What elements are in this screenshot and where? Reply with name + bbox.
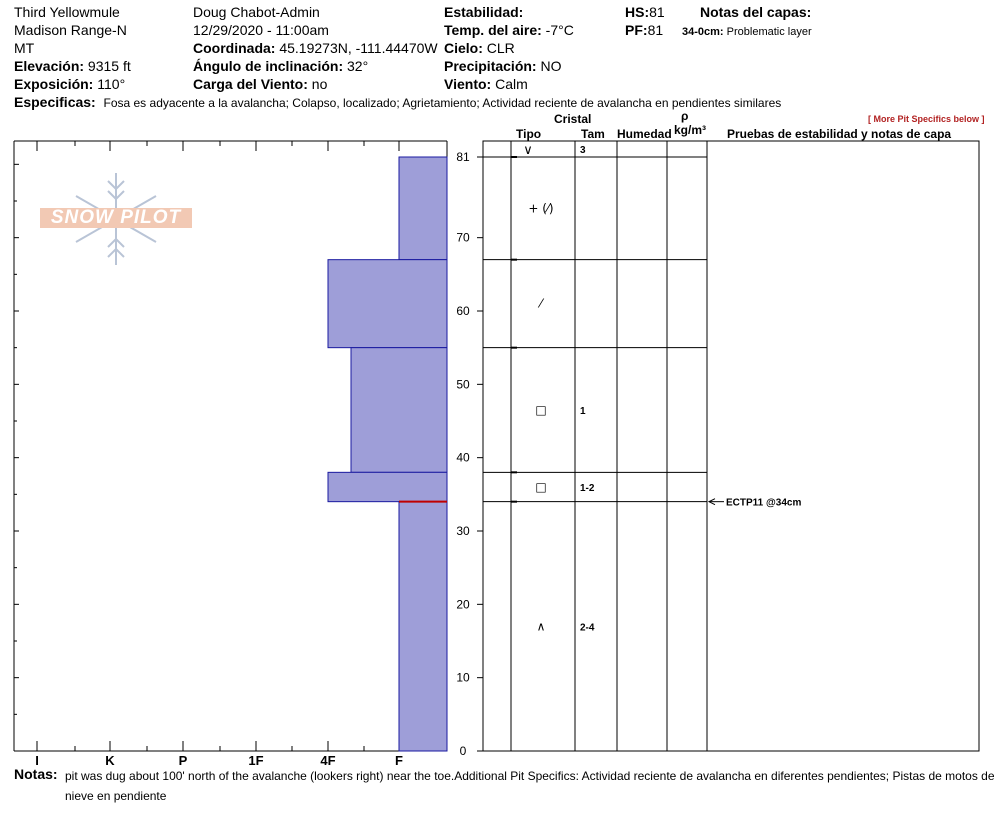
surface-grain-type: ∨: [523, 143, 533, 158]
depth-tick-label: 30: [456, 524, 470, 538]
layer-note-text: Problematic layer: [726, 26, 812, 38]
layer-grain-type: □: [535, 403, 546, 417]
stability-test-label: ECTP11 @34cm: [726, 498, 801, 509]
aspect-label: Exposición:: [14, 76, 94, 92]
hardness-layer-bar: [327, 471, 448, 503]
layer-grain-size: 2-4: [580, 622, 595, 633]
depth-tick-label: 0: [460, 744, 467, 758]
incline-value: 32°: [347, 58, 369, 74]
aspect-row: Exposición: 110°: [14, 76, 125, 92]
coord-label: Coordinada:: [193, 40, 276, 56]
layer-table-frame: [482, 140, 980, 752]
hardness-tick-label: I: [35, 753, 39, 768]
snowpilot-logo: SNOW PILOT: [36, 170, 196, 268]
hs-label: HS:: [625, 4, 650, 20]
precip-value: NO: [540, 58, 562, 74]
precip-label: Precipitación:: [444, 58, 537, 74]
logo-text: SNOW PILOT: [40, 208, 192, 228]
elevation-label: Elevación:: [14, 58, 85, 74]
airtemp-label: Temp. del aire:: [444, 22, 542, 38]
depth-tick-label: 60: [456, 304, 470, 318]
notes-text: pit was dug about 100' north of the aval…: [65, 769, 994, 803]
col-rho: ρ: [681, 109, 689, 123]
pf-row: PF:81: [625, 22, 663, 38]
layer-grain-type: + (⁄): [528, 201, 553, 215]
precip-row: Precipitación: NO: [444, 58, 561, 74]
notes-label: Notas:: [14, 766, 58, 782]
hs-value: 81: [649, 4, 665, 20]
hs-row: HS:81: [625, 4, 665, 20]
incline-row: Ángulo de inclinación: 32°: [193, 58, 368, 74]
hardness-layer-bar: [327, 259, 448, 349]
hardness-layer-bar: [398, 156, 448, 261]
col-humedad: Humedad: [617, 127, 672, 141]
aspect-value: 110°: [97, 76, 126, 92]
airtemp-row: Temp. del aire: -7°C: [444, 22, 574, 38]
layer-grain-type: ⁄: [537, 297, 545, 311]
specifics-value: Fosa es adyacente a la avalancha; Colaps…: [103, 96, 782, 110]
incline-label: Ángulo de inclinación:: [193, 58, 344, 74]
coord-value: 45.19273N, -111.44470W: [279, 40, 438, 56]
pf-label: PF:: [625, 22, 648, 38]
layer-grain-type: □: [535, 480, 546, 494]
windload-row: Carga del Viento: no: [193, 76, 327, 92]
windload-label: Carga del Viento:: [193, 76, 308, 92]
state-name: MT: [14, 40, 35, 56]
stability-label: Estabilidad:: [444, 4, 524, 20]
hardness-tick-label: P: [179, 753, 188, 768]
hardness-tick-label: 1F: [248, 753, 263, 768]
location-name: Third Yellowmule: [14, 4, 120, 20]
hardness-tick-label: F: [395, 753, 403, 768]
col-tam: Tam: [581, 127, 605, 141]
coordinate-row: Coordinada: 45.19273N, -111.44470W: [193, 40, 438, 56]
specifics-label: Especificas:: [14, 94, 96, 110]
pf-value: 81: [647, 22, 664, 38]
specifics-row: Especificas: Fosa es adyacente a la aval…: [14, 94, 781, 111]
hardness-tick-label: K: [105, 753, 115, 768]
elevation-value: 9315 ft: [87, 58, 131, 74]
windload-value: no: [311, 76, 328, 92]
datetime: 12/29/2020 - 11:00am: [193, 22, 329, 38]
more-specifics-link[interactable]: [ More Pit Specifics below ]: [868, 114, 985, 124]
hardness-layer-bar: [398, 501, 448, 752]
sky-label: Cielo:: [444, 40, 483, 56]
col-cristal: Cristal: [554, 112, 592, 126]
depth-tick-label: 10: [456, 671, 470, 685]
hardness-layer-bar: [350, 347, 448, 473]
wind-label: Viento:: [444, 76, 492, 92]
layer-grain-type: ∧: [537, 619, 546, 633]
depth-tick-label: 20: [456, 597, 470, 611]
hardness-tick-label: 4F: [320, 753, 335, 768]
sky-value: CLR: [486, 40, 515, 56]
layer-note-depth: 34-0cm:: [682, 26, 724, 38]
wind-value: Calm: [495, 76, 528, 92]
range-name: Madison Range-N: [14, 22, 127, 38]
col-tests: Pruebas de estabilidad y notas de capa: [727, 127, 952, 141]
layer-note-row: 34-0cm: Problematic layer: [682, 24, 812, 40]
depth-tick-label: 50: [456, 377, 470, 391]
depth-tick-label: 81: [456, 150, 470, 164]
col-tipo: Tipo: [516, 127, 542, 141]
depth-tick-label: 40: [456, 451, 470, 465]
surface-grain-size: 3: [580, 145, 586, 156]
test-arrow-head: [707, 498, 716, 506]
col-density-unit: kg/m³: [674, 123, 707, 137]
observer-name: Doug Chabot-Admin: [193, 4, 320, 20]
depth-tick-label: 70: [456, 231, 470, 245]
layer-notes-label: Notas del capas:: [700, 4, 812, 20]
elevation-row: Elevación: 9315 ft: [14, 58, 131, 74]
wind-row: Viento: Calm: [444, 76, 528, 92]
layer-grain-size: 1: [580, 406, 586, 417]
layer-grain-size: 1-2: [580, 483, 595, 494]
sky-row: Cielo: CLR: [444, 40, 515, 56]
airtemp-value: -7°C: [545, 22, 574, 38]
